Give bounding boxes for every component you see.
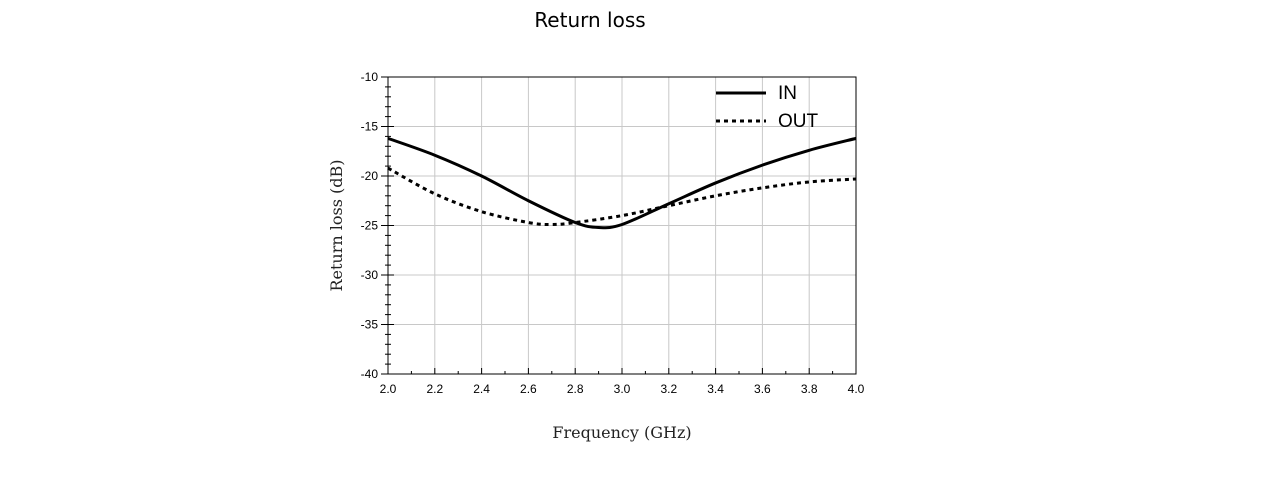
y-tick-label: -35 — [361, 318, 379, 332]
x-tick-label: 3.2 — [660, 382, 677, 396]
series-line-out — [387, 166, 857, 227]
legend: IN OUT — [716, 83, 819, 132]
y-tick-label: -20 — [361, 169, 379, 183]
x-tick-label: 2.0 — [380, 382, 397, 396]
x-tick-label: 3.0 — [614, 382, 631, 396]
y-tick-label: -10 — [361, 70, 379, 84]
x-tick-label: 2.6 — [520, 382, 537, 396]
x-tick-label: 3.8 — [801, 382, 818, 396]
x-axis-title: Frequency (GHz) — [552, 423, 691, 442]
y-tick-label: -40 — [361, 367, 379, 381]
series-line-in — [387, 136, 857, 230]
y-tick-label: -25 — [361, 219, 379, 233]
x-tick-label: 3.6 — [754, 382, 771, 396]
x-tick-label: 4.0 — [848, 382, 865, 396]
tick-labels: 2.0 2.2 2.4 2.6 2.8 3.0 3.2 3.4 3.6 3.8 4.0 -10 -15 -… — [361, 70, 865, 396]
y-axis-title: Return loss (dB) — [327, 159, 346, 291]
y-tick-label: -15 — [361, 120, 379, 134]
grid-lines — [388, 77, 856, 374]
legend-label-out: OUT — [778, 111, 819, 132]
x-tick-label: 3.4 — [707, 382, 724, 396]
series-lines — [387, 136, 857, 230]
y-tick-label: -30 — [361, 268, 379, 282]
plot-area-frame — [387, 76, 857, 375]
x-tick-label: 2.2 — [426, 382, 443, 396]
chart-title: Return loss — [534, 8, 646, 32]
legend-label-in: IN — [778, 83, 797, 104]
x-tick-label: 2.8 — [567, 382, 584, 396]
x-tick-label: 2.4 — [473, 382, 490, 396]
